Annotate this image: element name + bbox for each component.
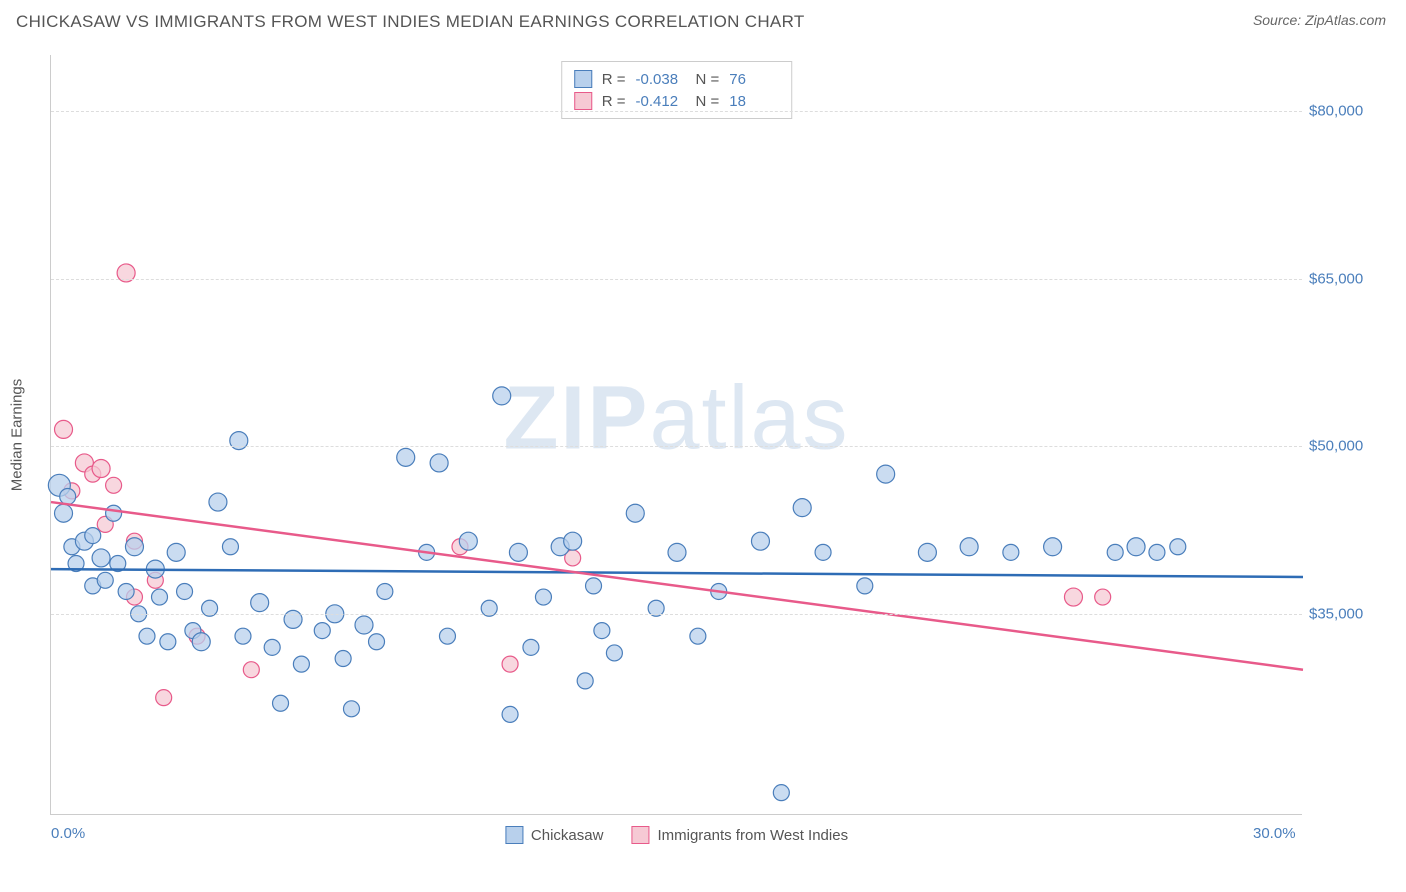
swatch-series-b-icon	[631, 826, 649, 844]
stats-row-series-b: R = -0.412 N = 18	[574, 90, 780, 112]
legend-item-b: Immigrants from West Indies	[631, 826, 848, 844]
r-value-b: -0.412	[636, 93, 686, 110]
swatch-series-b	[574, 92, 592, 110]
swatch-series-a	[574, 70, 592, 88]
y-tick-label: $35,000	[1309, 605, 1404, 622]
y-tick-label: $80,000	[1309, 102, 1404, 119]
legend-label-b: Immigrants from West Indies	[657, 827, 848, 844]
gridline	[51, 111, 1302, 112]
n-value-b: 18	[729, 93, 779, 110]
swatch-series-a-icon	[505, 826, 523, 844]
chart-plot-area: Median Earnings ZIPatlas R = -0.038 N = …	[50, 55, 1302, 815]
source-attribution: Source: ZipAtlas.com	[1253, 12, 1386, 28]
legend-item-a: Chickasaw	[505, 826, 604, 844]
r-value-a: -0.038	[636, 71, 686, 88]
n-value-a: 76	[729, 71, 779, 88]
x-tick-label: 30.0%	[1253, 825, 1296, 842]
chart-title: CHICKASAW VS IMMIGRANTS FROM WEST INDIES…	[16, 12, 805, 32]
series-legend: Chickasaw Immigrants from West Indies	[505, 826, 848, 844]
gridline	[51, 446, 1302, 447]
stats-row-series-a: R = -0.038 N = 76	[574, 68, 780, 90]
scatter-plot-svg	[51, 55, 1302, 814]
y-tick-label: $50,000	[1309, 438, 1404, 455]
gridline	[51, 279, 1302, 280]
gridline	[51, 614, 1302, 615]
x-tick-label: 0.0%	[51, 825, 85, 842]
legend-label-a: Chickasaw	[531, 827, 604, 844]
y-axis-label: Median Earnings	[9, 378, 26, 491]
y-tick-label: $65,000	[1309, 270, 1404, 287]
